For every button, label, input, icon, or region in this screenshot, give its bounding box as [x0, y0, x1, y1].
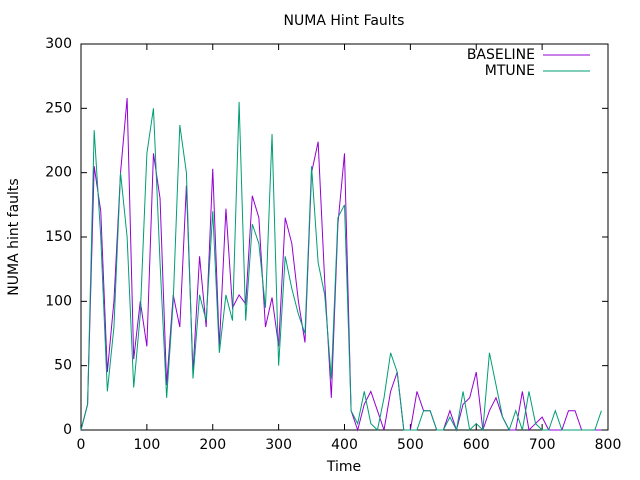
- x-tick-label: 200: [199, 437, 226, 453]
- x-tick-label: 500: [397, 437, 424, 453]
- x-tick-label: 800: [595, 437, 622, 453]
- series-line: [80, 97, 602, 432]
- x-tick-label: 600: [463, 437, 490, 453]
- y-tick-label: 300: [45, 36, 72, 52]
- y-tick-label: 50: [54, 358, 72, 374]
- x-tick-label: 300: [265, 437, 292, 453]
- y-tick-label: 150: [45, 229, 72, 245]
- x-tick-label: 0: [77, 437, 86, 453]
- series-line: [80, 101, 602, 432]
- y-tick-label: 200: [45, 165, 72, 181]
- x-tick-label: 700: [529, 437, 556, 453]
- y-tick-label: 100: [45, 293, 72, 309]
- legend-label: BASELINE: [467, 47, 535, 63]
- y-tick-label: 250: [45, 100, 72, 116]
- x-axis-label: Time: [326, 459, 361, 475]
- y-axis-label: NUMA hint faults: [6, 178, 22, 295]
- x-tick-label: 100: [134, 437, 161, 453]
- chart-title: NUMA Hint Faults: [284, 13, 405, 29]
- y-tick-label: 0: [63, 422, 72, 438]
- x-tick-label: 400: [331, 437, 358, 453]
- legend-label: MTUNE: [485, 63, 535, 79]
